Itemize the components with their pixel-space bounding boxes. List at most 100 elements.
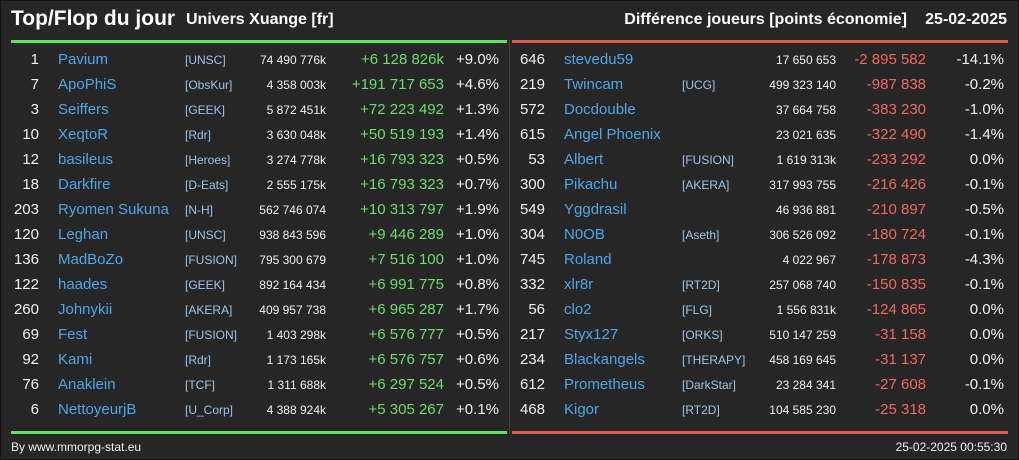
- percent-change: -4.3%: [964, 251, 1004, 268]
- player-rank: 203: [13, 201, 39, 218]
- alliance-tag-link[interactable]: [AKERA]: [185, 303, 233, 317]
- alliance-tag-link[interactable]: [FUSION]: [682, 153, 735, 167]
- alliance-tag-link[interactable]: [GEEK]: [185, 103, 226, 117]
- player-name-link[interactable]: Kigor: [564, 401, 600, 418]
- alliance-tag-link[interactable]: [UCG]: [682, 78, 716, 92]
- points-difference: +72 223 492: [360, 101, 444, 118]
- top-player-row: 120 Leghan [UNSC] 938 843 596 +9 446 289 +1.0…: [11, 222, 507, 247]
- player-name-link[interactable]: Docdouble: [564, 101, 636, 118]
- difference-label: Différence joueurs [points économie]: [624, 11, 907, 28]
- alliance-tag-link[interactable]: [TCF]: [185, 378, 215, 392]
- points-difference: +10 313 797: [360, 201, 444, 218]
- percent-change: +0.8%: [456, 276, 499, 293]
- top-player-row: 6 NettoyeurjB [U_Corp] 4 388 924k +5 305 267…: [11, 397, 507, 422]
- player-name-link[interactable]: ApoPhiS: [58, 76, 117, 93]
- player-name-link[interactable]: Darkfire: [58, 176, 111, 193]
- player-name-link[interactable]: Twincam: [564, 76, 624, 93]
- alliance-tag-link[interactable]: [Rdr]: [185, 128, 212, 142]
- player-name-link[interactable]: Kami: [58, 351, 93, 368]
- top-player-row: 122 haades [GEEK] 892 164 434 +6 991 775 +0.8…: [11, 272, 507, 297]
- flop-player-row: 332 xlr8r [RT2D] 257 068 740 -150 835 -0.1%: [512, 272, 1008, 297]
- flop-player-row: 219 Twincam [UCG] 499 323 140 -987 838 -0.2%: [512, 72, 1008, 97]
- alliance-tag-link[interactable]: [GEEK]: [185, 278, 226, 292]
- alliance-tag-link[interactable]: [THERAPY]: [682, 353, 746, 367]
- player-name-link[interactable]: XeqtoR: [58, 126, 109, 143]
- points-difference: +6 297 524: [368, 376, 445, 393]
- player-name-link[interactable]: Ryomen Sukuna: [58, 201, 169, 218]
- player-name-link[interactable]: Albert: [564, 151, 604, 168]
- player-name-link[interactable]: MadBoZo: [58, 251, 124, 268]
- alliance-tag-link[interactable]: [D-Eats]: [185, 178, 229, 192]
- player-name-link[interactable]: stevedu59: [564, 51, 634, 68]
- alliance-tag-link[interactable]: [FLG]: [682, 303, 713, 317]
- points-difference: +6 576 757: [368, 351, 445, 368]
- points-difference: -180 724: [866, 226, 926, 243]
- player-points: 37 664 758: [775, 103, 836, 117]
- player-name-link[interactable]: NettoyeurjB: [58, 401, 137, 418]
- top-player-row: 10 XeqtoR [Rdr] 3 630 048k +50 519 193 +1.4%: [11, 122, 507, 147]
- points-difference: +6 576 777: [368, 326, 445, 343]
- alliance-tag-link[interactable]: [N-H]: [185, 203, 213, 217]
- alliance-tag-link[interactable]: [U_Corp]: [185, 403, 234, 417]
- player-name-link[interactable]: N0OB: [564, 226, 605, 243]
- percent-change: +1.3%: [456, 101, 499, 118]
- player-name-link[interactable]: Seiffers: [58, 101, 109, 118]
- player-rank: 234: [519, 351, 545, 368]
- top-player-row: 1 Pavium [UNSC] 74 490 776k +6 128 826k +9.0%: [11, 47, 507, 72]
- player-name-link[interactable]: xlr8r: [564, 276, 594, 293]
- player-name-link[interactable]: Anaklein: [58, 376, 116, 393]
- player-name-link[interactable]: Roland: [564, 251, 612, 268]
- top-player-row: 69 Fest [FUSION] 1 403 298k +6 576 777 +0.5%: [11, 322, 507, 347]
- alliance-tag-link[interactable]: [Heroes]: [185, 153, 231, 167]
- player-name-link[interactable]: Yggdrasil: [564, 201, 627, 218]
- player-name-link[interactable]: Pikachu: [564, 176, 618, 193]
- alliance-tag-link[interactable]: [FUSION]: [185, 328, 238, 342]
- points-difference: -322 490: [866, 126, 926, 143]
- percent-change: +0.6%: [456, 351, 499, 368]
- alliance-tag-link[interactable]: [DarkStar]: [682, 378, 737, 392]
- percent-change: +1.9%: [456, 201, 499, 218]
- player-rank: 572: [519, 101, 545, 118]
- player-name-link[interactable]: Pavium: [58, 51, 109, 68]
- player-rank: 260: [13, 301, 39, 318]
- alliance-tag-link[interactable]: [ObsKur]: [185, 78, 233, 92]
- alliance-tag-link[interactable]: [FUSION]: [185, 253, 238, 267]
- points-difference: +6 128 826k: [361, 51, 444, 68]
- alliance-tag-link[interactable]: [RT2D]: [682, 278, 720, 292]
- points-difference: +6 991 775: [368, 276, 445, 293]
- flop-player-row: 300 Pikachu [AKERA] 317 993 755 -216 426 -0.1…: [512, 172, 1008, 197]
- player-name-link[interactable]: Styx127: [564, 326, 619, 343]
- percent-change: -1.0%: [964, 101, 1004, 118]
- player-name-link[interactable]: Angel Phoenix: [564, 126, 661, 143]
- percent-change: +0.7%: [456, 176, 499, 193]
- player-name-link[interactable]: haades: [58, 276, 108, 293]
- alliance-tag-link[interactable]: [ORKS]: [682, 328, 723, 342]
- top-player-row: 76 Anaklein [TCF] 1 311 688k +6 297 524 +0.5%: [11, 372, 507, 397]
- header: Top/Flop du jour Univers Xuange [fr] Dif…: [0, 0, 1019, 38]
- player-rank: 69: [22, 326, 39, 343]
- alliance-tag-link[interactable]: [Rdr]: [185, 353, 212, 367]
- alliance-tag-link[interactable]: [UNSC]: [185, 228, 226, 242]
- player-points: 23 284 341: [775, 378, 836, 392]
- alliance-tag-link[interactable]: [Aseth]: [682, 228, 720, 242]
- player-name-link[interactable]: Fest: [58, 326, 88, 343]
- player-name-link[interactable]: Leghan: [58, 226, 109, 243]
- player-name-link[interactable]: clo2: [564, 301, 592, 318]
- alliance-tag-link[interactable]: [RT2D]: [682, 403, 720, 417]
- player-points: 1 173 165k: [266, 353, 326, 367]
- alliance-tag-link[interactable]: [UNSC]: [185, 53, 226, 67]
- percent-change: +0.5%: [456, 326, 499, 343]
- points-difference: -2 895 582: [854, 51, 926, 68]
- player-name-link[interactable]: Johnykii: [58, 301, 113, 318]
- player-points: 306 526 092: [769, 228, 836, 242]
- percent-change: 0.0%: [969, 401, 1004, 418]
- percent-change: +1.7%: [456, 301, 499, 318]
- percent-change: 0.0%: [969, 326, 1004, 343]
- player-name-link[interactable]: Prometheus: [564, 376, 645, 393]
- alliance-tag-link[interactable]: [AKERA]: [682, 178, 730, 192]
- player-points: 458 169 645: [769, 353, 836, 367]
- player-name-link[interactable]: Blackangels: [564, 351, 645, 368]
- player-rank: 6: [30, 401, 39, 418]
- top-player-row: 3 Seiffers [GEEK] 5 872 451k +72 223 492 +1.3…: [11, 97, 507, 122]
- player-name-link[interactable]: basileus: [58, 151, 114, 168]
